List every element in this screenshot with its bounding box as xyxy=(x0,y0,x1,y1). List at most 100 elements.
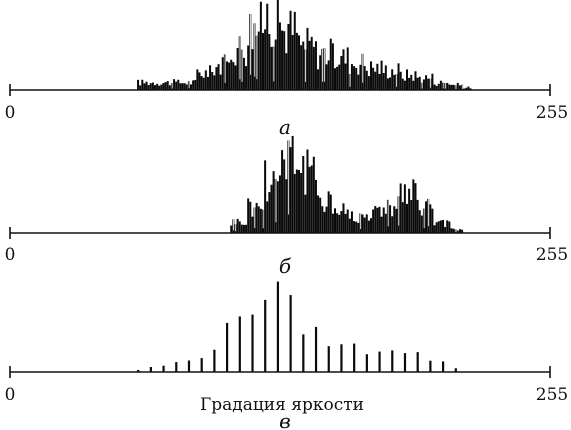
histogram-bar-a xyxy=(382,73,385,90)
histogram-bar-c xyxy=(137,369,140,372)
histogram-bar-a xyxy=(372,67,375,90)
histogram-bar-b xyxy=(278,175,281,233)
histogram-bar-a xyxy=(314,41,317,90)
histogram-bar-a xyxy=(285,53,288,90)
histogram-bar-c xyxy=(200,358,203,372)
histogram-bar-a xyxy=(431,73,434,90)
histogram-bar-a xyxy=(293,11,296,90)
histogram-bar-a xyxy=(266,3,269,90)
histogram-bar-a xyxy=(308,40,311,90)
histogram-bar-c xyxy=(327,346,330,372)
histogram-bar-a xyxy=(215,67,218,90)
histogram-bar-a xyxy=(408,77,411,90)
histogram-bar-b xyxy=(431,208,434,233)
histogram-gap-a xyxy=(188,81,190,89)
histogram-bar-a xyxy=(200,76,203,90)
histogram-bar-b xyxy=(365,214,368,233)
histogram-bar-a xyxy=(425,75,428,90)
histogram-bar-a xyxy=(185,84,188,90)
histogram-gap-a xyxy=(455,85,457,90)
tick-label-0-c: 0 xyxy=(5,385,16,405)
histogram-bar-c xyxy=(454,368,457,372)
histogram-bar-a xyxy=(219,74,222,90)
histogram-bar-a xyxy=(450,84,453,90)
histogram-panel-c xyxy=(137,281,457,372)
histogram-bar-a xyxy=(230,59,233,90)
histogram-bar-b xyxy=(306,149,309,233)
tick-label-255-a: 255 xyxy=(536,103,568,123)
histogram-bar-a xyxy=(446,82,449,90)
histogram-bar-b xyxy=(425,201,428,233)
histogram-bar-a xyxy=(338,64,341,90)
histogram-bar-a xyxy=(295,32,298,90)
histogram-bar-b xyxy=(302,155,305,233)
tick-label-0-b: 0 xyxy=(5,245,16,265)
histogram-bar-a xyxy=(206,76,209,90)
tick-label-255-c: 255 xyxy=(536,385,568,405)
histogram-bar-b xyxy=(321,206,324,233)
histogram-gap-a xyxy=(430,78,431,88)
histogram-bar-a xyxy=(226,61,229,90)
histogram-bar-a xyxy=(401,78,404,90)
histogram-bar-a xyxy=(234,65,237,90)
histogram-bar-c xyxy=(226,322,229,372)
histogram-bar-a xyxy=(458,85,461,90)
histogram-bar-b xyxy=(257,206,260,233)
histogram-bar-b xyxy=(344,213,347,233)
histogram-bar-c xyxy=(365,354,368,372)
histogram-bar-a xyxy=(221,57,224,90)
histogram-bar-c xyxy=(162,365,165,372)
histogram-gap-a xyxy=(444,83,446,89)
histogram-bar-a xyxy=(384,65,387,90)
histogram-bar-b xyxy=(458,229,461,233)
histogram-bar-a xyxy=(198,72,201,90)
histogram-bar-a xyxy=(175,81,178,90)
histogram-bar-a xyxy=(465,87,468,90)
histogram-bar-a xyxy=(162,83,165,90)
histogram-bar-b xyxy=(281,150,284,233)
histogram-gap-a xyxy=(254,23,256,77)
histogram-bar-b xyxy=(395,208,398,233)
histogram-bar-c xyxy=(314,326,318,372)
histogram-bar-a xyxy=(416,77,419,90)
histogram-bar-a xyxy=(319,55,322,90)
histogram-bar-a xyxy=(414,71,417,90)
histogram-bar-a xyxy=(344,63,347,90)
histogram-bar-a xyxy=(350,64,353,90)
histogram-bar-a xyxy=(300,45,303,90)
histogram-bar-a xyxy=(336,66,339,90)
histogram-bar-a xyxy=(192,80,195,90)
histogram-bar-a xyxy=(264,29,267,90)
histogram-bar-c xyxy=(429,360,432,372)
histogram-bar-a xyxy=(137,79,140,90)
histogram-bar-c xyxy=(378,351,381,372)
histogram-bar-a xyxy=(141,79,144,90)
histogram-bar-a xyxy=(179,83,182,90)
histogram-bar-a xyxy=(317,69,320,90)
histogram-gap-a xyxy=(421,82,423,89)
histogram-bar-a xyxy=(160,84,163,90)
histogram-bar-b xyxy=(374,206,377,233)
histogram-bar-b xyxy=(331,213,334,233)
histogram-bar-a xyxy=(340,56,343,90)
histogram-bar-b xyxy=(236,218,239,233)
histogram-gap-a xyxy=(273,46,275,82)
histogram-bar-a xyxy=(310,36,313,90)
histogram-bar-b xyxy=(308,166,311,233)
histogram-bar-a xyxy=(289,10,292,90)
histogram-bar-a xyxy=(268,34,271,90)
histogram-bar-b xyxy=(367,220,370,233)
histogram-bar-a xyxy=(353,66,356,90)
histogram-bar-c xyxy=(276,281,280,372)
histogram-gap-a xyxy=(171,83,173,89)
histogram-bar-a xyxy=(386,78,389,90)
histogram-bar-a xyxy=(410,74,413,90)
histogram-gap-b xyxy=(398,196,400,226)
histogram-gap-a xyxy=(256,35,258,80)
histogram-bar-a xyxy=(448,84,451,90)
histogram-bar-b xyxy=(391,216,394,233)
histogram-bar-b xyxy=(357,222,360,233)
histogram-bar-c xyxy=(187,360,191,372)
histogram-bar-b xyxy=(361,214,364,233)
histogram-bar-a xyxy=(281,30,284,90)
